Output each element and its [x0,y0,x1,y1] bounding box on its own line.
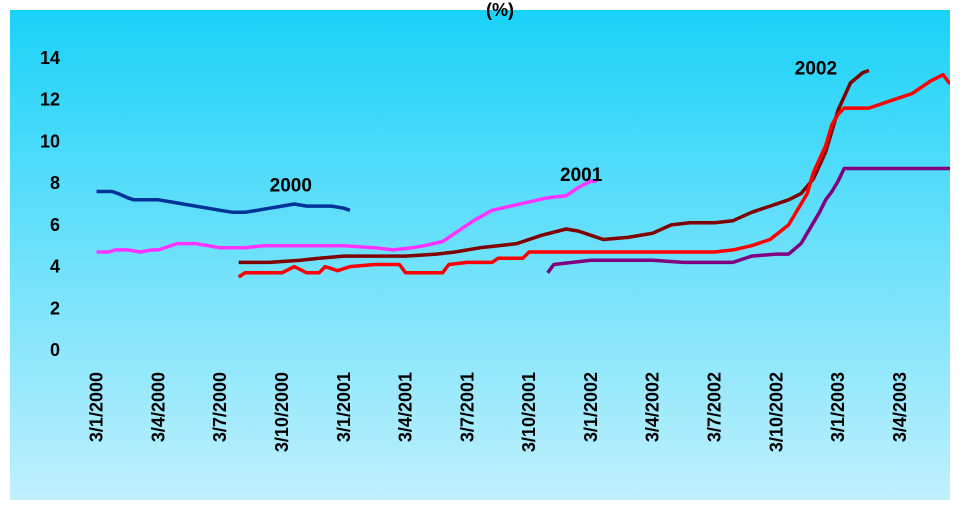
series-label-2002: 2002 [795,59,837,80]
y-tick-label: 0 [50,340,60,360]
x-tick-label: 3/1/2002 [581,372,601,442]
series-label-2004: 2004 [949,194,950,215]
x-tick-label: 3/10/2002 [766,372,786,452]
x-tick-label: 3/7/2001 [457,372,477,442]
y-tick-label: 8 [50,173,60,193]
y-axis-ticks: 0 2 4 6 8 10 12 14 [40,48,60,360]
y-tick-label: 2 [50,298,60,318]
series-label-2001: 2001 [560,165,603,186]
x-tick-label: 3/1/2001 [334,372,354,442]
y-tick-label: 4 [50,257,60,277]
y-tick-label: 12 [40,90,60,110]
y-tick-label: 14 [40,48,60,68]
x-tick-label: 3/10/2001 [519,372,539,452]
x-tick-label: 3/10/2000 [272,372,292,452]
y-tick-label: 10 [40,131,60,151]
y-tick-label: 6 [50,215,60,235]
x-tick-label: 3/4/2001 [396,372,416,442]
series-lines [96,68,950,279]
x-tick-label: 3/1/2003 [828,372,848,442]
x-tick-label: 3/1/2000 [87,372,107,442]
x-tick-label: 3/4/2003 [890,372,910,442]
series-line-2003 [237,72,950,279]
x-axis-ticks: 3/1/2000 3/4/2000 3/7/2000 3/10/2000 3/1/200… [87,372,910,452]
x-tick-label: 3/4/2002 [643,372,663,442]
chart-frame: (%) 0 2 4 6 8 10 12 14 3/1/2000 3/4/2000 3/7/2000… [10,0,950,500]
series-line-2001 [96,179,598,254]
series-labels: 2000 2001 2002 2003 2004 [270,59,950,216]
x-tick-label: 3/7/2002 [704,372,724,442]
chart-background [10,10,950,500]
series-label-2000: 2000 [270,175,312,196]
x-tick-label: 3/4/2000 [148,372,168,442]
line-chart: 0 2 4 6 8 10 12 14 3/1/2000 3/4/2000 3/7/2000 3/10… [10,10,950,500]
series-line-2004 [546,166,950,274]
x-tick-label: 3/7/2000 [210,372,230,442]
series-label-2003: 2003 [949,111,950,132]
chart-title: (%) [486,0,514,20]
series-line-2000 [96,189,351,215]
